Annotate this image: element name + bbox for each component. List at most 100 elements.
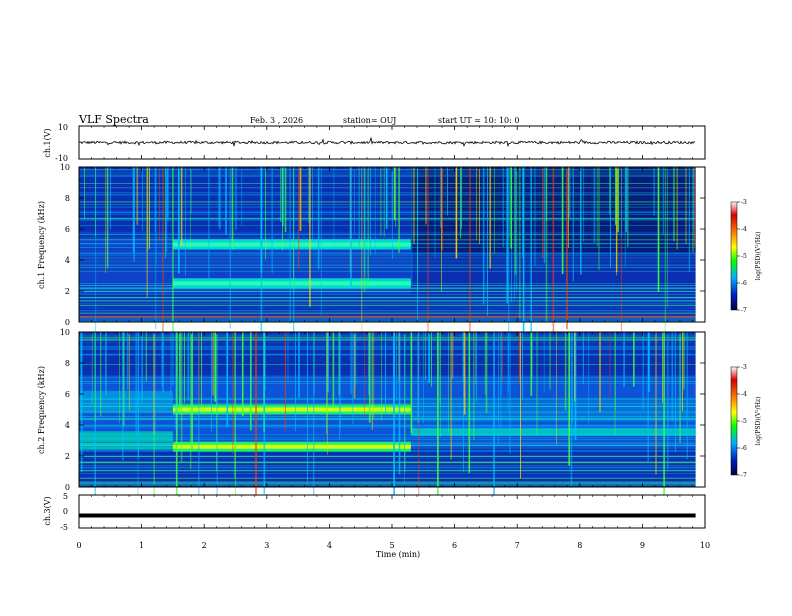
spec1-sferic [596, 167, 598, 247]
spec2-sferic [671, 332, 674, 422]
spec1-hline [79, 310, 696, 312]
spec1-sferic [676, 167, 678, 250]
spec2-sferic [338, 332, 340, 395]
spec1-sferic [374, 167, 376, 255]
spec2-sferic [473, 332, 475, 440]
spec1-sferic [298, 167, 300, 269]
spec2-sferic [410, 332, 413, 434]
spec1-hline [79, 293, 696, 294]
spec1-hline [79, 319, 696, 321]
start-ut-label: start UT = 10: 10: 0 [438, 116, 519, 125]
spec1-sferic [568, 167, 571, 218]
spec1-sferic [208, 167, 210, 283]
spec1-sferic [84, 167, 85, 219]
spec1-sferic [235, 167, 237, 231]
spec1-sferic [105, 167, 107, 273]
spec1-sferic [508, 167, 510, 351]
spec1-hline [79, 233, 696, 235]
spec1-band-core-0 [172, 242, 411, 247]
spec1-sferic [136, 167, 139, 225]
spec1-sferic [367, 167, 369, 287]
spec1-sferic [616, 167, 617, 276]
spec2-sferic [141, 332, 143, 402]
spec2-sferic [428, 332, 430, 383]
spec2-sferic [462, 332, 464, 383]
spec1-sferic [380, 167, 382, 236]
cb1-ticks-label: -6 [741, 280, 747, 287]
spec1-sferic [107, 167, 109, 270]
spec2-sferic [475, 332, 477, 402]
spec1-sferic [218, 167, 220, 227]
spec1-sferic [142, 167, 143, 231]
spec2-sferic [574, 332, 577, 441]
spec2-sferic [332, 332, 335, 409]
spec2-sferic [198, 332, 199, 405]
spec2-sferic [175, 332, 177, 430]
spec1-sferic [615, 167, 616, 225]
spec2-hline [79, 377, 696, 379]
spec2-hline [79, 427, 696, 429]
spec1-hline [79, 260, 696, 262]
spec2-sferic [667, 332, 669, 470]
spec1-sferic [534, 167, 536, 266]
spec1-sferic [411, 167, 413, 285]
spec1-sferic [610, 167, 611, 269]
spec1-sferic [289, 167, 291, 324]
ch3-ytick-bottom: -5 [60, 523, 68, 532]
spec2-hline [79, 478, 696, 479]
spec2-sferic [463, 332, 466, 415]
spec1-sferic [159, 167, 160, 242]
spec2-sferic [404, 332, 405, 518]
spec2-sferic [214, 332, 216, 402]
x-tick-label: 1 [139, 541, 144, 550]
spec2-sferic [674, 332, 676, 452]
spec2-hline [79, 431, 696, 433]
spec2-sferic [588, 332, 590, 426]
spec1-hline [79, 296, 696, 298]
spec2-sferic [373, 332, 375, 419]
spec1-sferic [425, 167, 427, 225]
spec2-sferic [642, 332, 644, 410]
spec1-sferic [469, 167, 471, 341]
spec2-sferic [250, 332, 252, 431]
spec1-sferic [664, 167, 666, 341]
spec2-sferic [138, 332, 139, 459]
cb2-ticks-label: -3 [741, 364, 747, 371]
spec2-hline [79, 397, 696, 399]
spec2-sferic [536, 332, 538, 435]
spec2-sferic [80, 332, 83, 473]
spec1-hline [79, 239, 696, 240]
spec2-hline [79, 473, 696, 474]
spec1-sferic [662, 167, 664, 236]
spec1-sferic [132, 167, 135, 253]
spec2-hline [79, 439, 696, 440]
spec1-low-line [79, 317, 696, 319]
spec1-yticks-label: 6 [65, 225, 70, 234]
spec1-sferic [308, 167, 310, 223]
x-tick-label: 7 [515, 541, 520, 550]
spec1-sferic [162, 167, 164, 349]
spec2-sferic [287, 332, 289, 384]
spec2-sferic [354, 332, 357, 386]
spec1-sferic [317, 167, 320, 270]
spec1-hline [79, 297, 696, 299]
spec1-sferic [413, 167, 415, 244]
spec1-sferic [106, 167, 108, 267]
ch1-ylabel-channel: ch.1 Frequency (kHz) [37, 201, 46, 289]
spec2-sferic [655, 332, 657, 475]
spec1-sferic [482, 167, 485, 305]
spec2-sferic [100, 332, 102, 417]
spec2-sferic [484, 332, 486, 395]
spec1-sferic [653, 167, 655, 216]
spec1-sferic [172, 167, 174, 332]
spec2-sferic [439, 332, 441, 403]
spec1-hline [79, 254, 696, 256]
spec2-hline [79, 383, 696, 384]
spec2-sferic [452, 332, 454, 379]
x-tick-label: 4 [327, 541, 332, 550]
spec1-sferic [358, 167, 360, 247]
spec1-sferic [514, 167, 517, 275]
spec1-sferic [391, 167, 393, 259]
spec1-sferic [165, 167, 168, 252]
